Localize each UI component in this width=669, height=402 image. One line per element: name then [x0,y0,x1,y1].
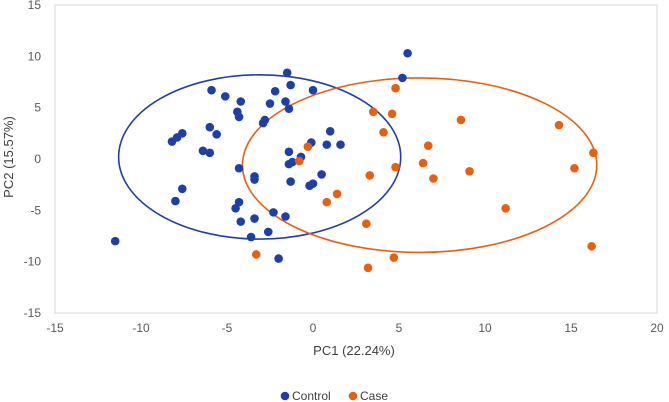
point-case [423,141,433,150]
y-tick-label: 0 [34,152,41,166]
point-control [250,175,259,184]
point-control [265,99,275,108]
point-control [403,48,412,58]
point-control [322,140,332,149]
x-tick-label: 20 [650,321,664,335]
legend-marker-control [280,391,290,401]
point-control [336,140,345,149]
point-case [322,197,332,207]
point-control [236,217,246,226]
axis-tick-labels: -15 -10 -5 0 5 10 15 20 -15 -10 -5 0 5 10 15 [24,0,664,335]
point-case [379,128,388,137]
y-tick-label: -15 [24,306,42,320]
x-axis-title: PC1 (22.24%) [313,343,395,358]
point-control [246,232,256,242]
point-control [205,148,215,158]
point-case [332,189,342,199]
point-case [570,163,579,173]
point-control [274,254,283,263]
point-case [501,203,510,213]
point-control [198,146,208,156]
point-control [171,196,180,206]
ellipse-control [117,74,402,240]
point-control [236,97,246,106]
point-case [368,107,378,117]
point-case [391,162,400,172]
point-control [317,170,326,179]
data-points [110,48,598,273]
point-case [429,174,438,183]
legend-marker-case [348,391,358,401]
y-tick-label: 15 [28,0,42,12]
point-control [212,130,221,139]
x-tick-label: 15 [564,321,578,335]
point-case [362,219,371,228]
point-control [308,179,318,188]
point-control [281,212,290,221]
point-case [303,142,313,151]
point-case [389,253,399,262]
point-control [308,85,318,95]
legend: Control Case [280,389,388,402]
point-control [250,214,259,223]
legend-label-case: Case [360,389,388,402]
point-control [263,227,273,237]
point-control [284,147,294,157]
point-control [205,122,215,132]
y-axis-title: PC2 (15.57%) [1,116,16,198]
point-case [365,171,375,180]
point-case [587,241,596,251]
y-tick-label: -10 [24,255,42,269]
point-case [363,263,373,273]
point-case [391,83,400,93]
point-case [456,115,466,125]
plot-border [54,4,658,314]
point-control [207,85,216,95]
point-control [284,159,294,169]
point-control [260,115,270,125]
point-control [398,73,407,83]
point-control [325,126,335,136]
point-case [554,120,564,130]
point-control [286,177,295,186]
x-tick-label: 10 [478,321,492,335]
confidence-ellipses [117,74,598,254]
point-control [231,203,240,213]
point-control [234,163,244,173]
point-case [294,156,304,166]
x-tick-label: -5 [222,321,233,335]
point-control [282,68,292,78]
y-tick-label: 5 [34,101,41,115]
point-control [281,97,290,106]
point-case [251,250,261,259]
x-tick-label: -15 [46,321,64,335]
point-case [387,109,397,119]
x-tick-label: 0 [310,321,317,335]
point-control [110,236,120,246]
plot-area [54,4,658,314]
ellipse-case [241,77,598,254]
point-case [589,148,598,158]
point-case [418,158,428,168]
point-control [220,92,230,101]
point-control [270,86,280,96]
point-control [286,80,295,90]
point-control [269,208,278,217]
point-control [234,112,244,122]
point-control [167,137,177,146]
point-control [177,184,187,194]
y-tick-label: 10 [28,49,42,63]
x-tick-label: -10 [132,321,150,335]
legend-label-control: Control [292,389,331,402]
point-case [465,167,474,176]
point-control [284,104,294,113]
x-tick-label: 5 [396,321,403,335]
y-tick-label: -5 [30,203,41,217]
